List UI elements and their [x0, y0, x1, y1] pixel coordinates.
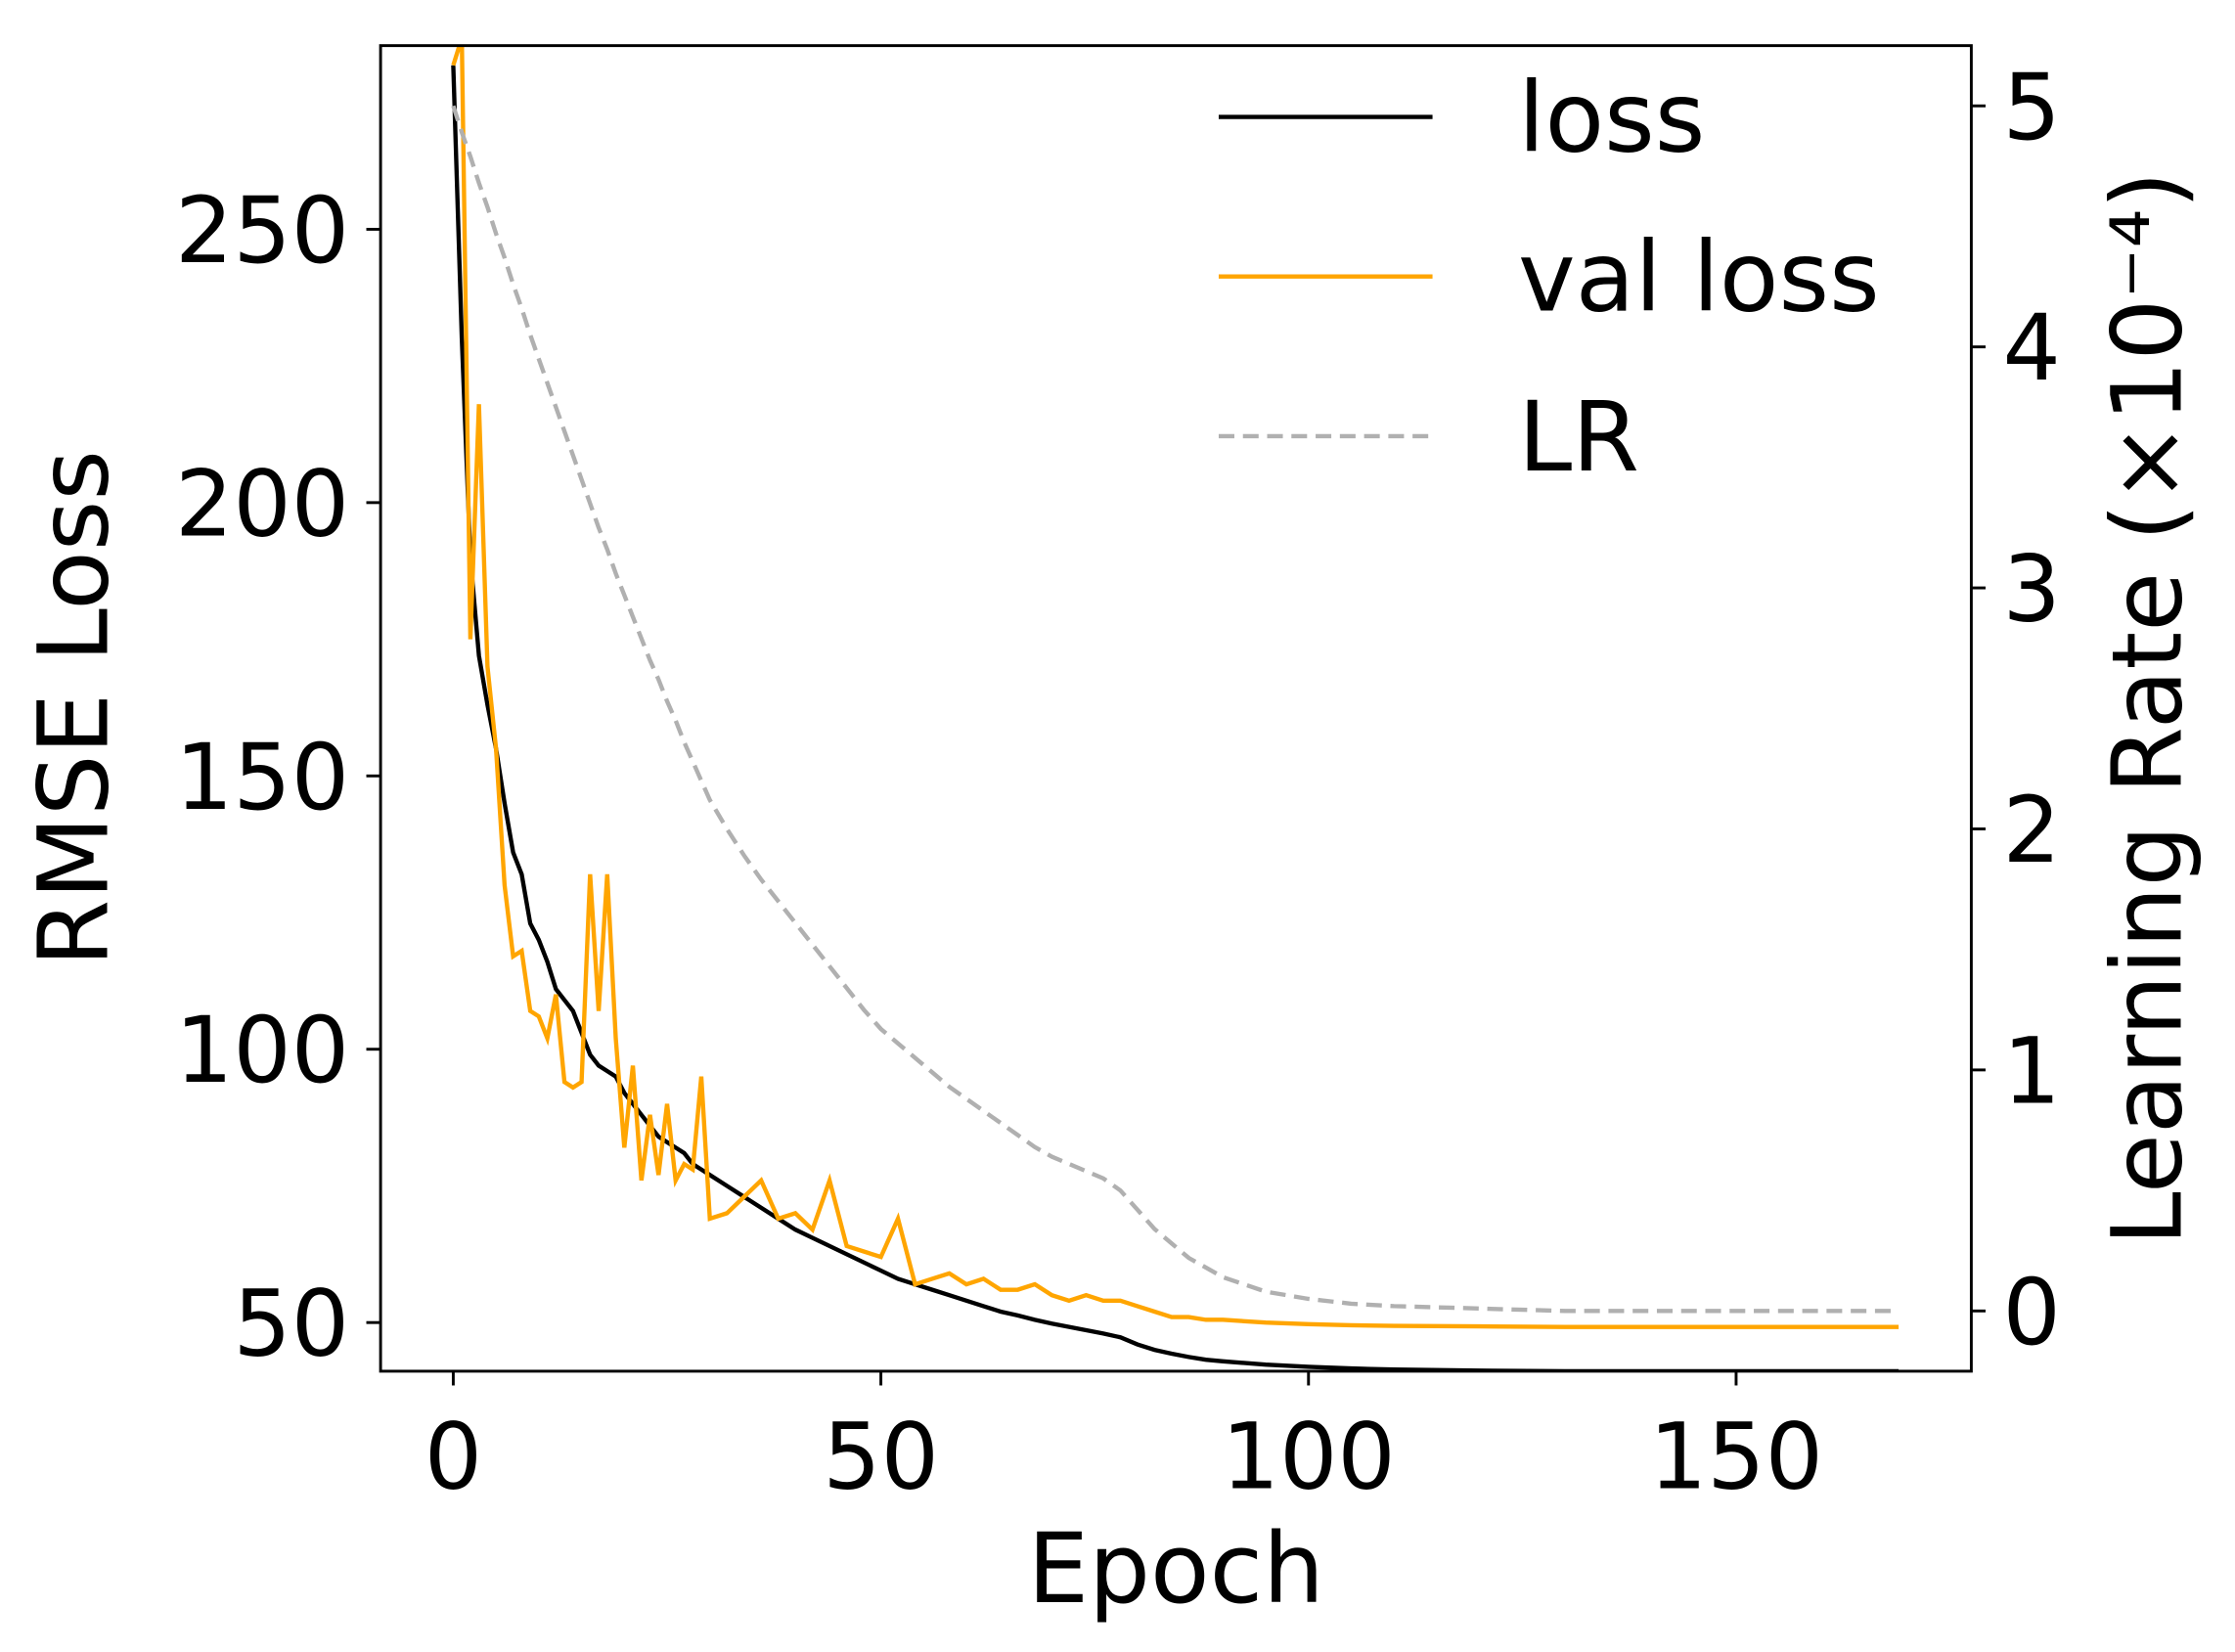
plot-area — [451, 45, 1900, 1371]
x-tick-label: 100 — [1222, 1403, 1396, 1509]
series-line — [451, 65, 1900, 1371]
y2-tick-label: 0 — [2002, 1259, 2060, 1365]
x-tick-label: 150 — [1649, 1403, 1823, 1509]
y-tick-label: 150 — [175, 724, 349, 830]
y-tick-label: 250 — [175, 177, 349, 284]
legend-label: val loss — [1518, 222, 1880, 335]
y2-tick-label: 1 — [2002, 1017, 2060, 1124]
series-line — [451, 105, 1900, 1314]
y2-axis-label: Learning Rate (×10⁻⁴) — [2092, 171, 2205, 1246]
y-tick-label: 100 — [175, 997, 349, 1103]
x-tick-label: 50 — [823, 1403, 939, 1509]
legend-label: LR — [1518, 381, 1639, 494]
plot-frame — [379, 44, 1973, 1373]
y2-tick-label: 4 — [2002, 294, 2060, 401]
x-axis-label: Epoch — [1028, 1513, 1324, 1626]
y-tick-label: 50 — [233, 1271, 349, 1377]
y2-tick-label: 3 — [2002, 536, 2060, 643]
y-tick-label: 200 — [175, 450, 349, 557]
x-tick-label: 0 — [425, 1403, 482, 1509]
y2-tick-label: 5 — [2002, 54, 2060, 160]
legend-label: loss — [1518, 62, 1705, 174]
y-axis-label: RMSE Loss — [18, 450, 130, 967]
y2-tick-label: 2 — [2002, 777, 2060, 883]
series-line — [451, 45, 1900, 1329]
